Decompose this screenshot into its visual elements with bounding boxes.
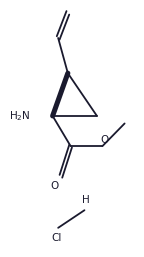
Text: H: H bbox=[82, 195, 90, 205]
Text: H$_2$N: H$_2$N bbox=[9, 109, 31, 123]
Text: O: O bbox=[50, 181, 58, 191]
Text: O: O bbox=[100, 135, 109, 145]
Text: Cl: Cl bbox=[52, 233, 62, 243]
